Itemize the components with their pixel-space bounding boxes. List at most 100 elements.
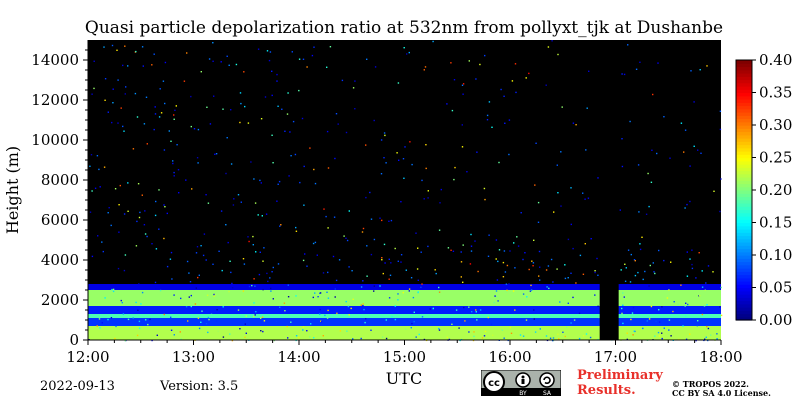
noise-point [230, 163, 233, 165]
noise-point [348, 266, 350, 268]
noise-point [284, 310, 286, 312]
colorbar-segment [736, 95, 752, 100]
noise-point [452, 250, 455, 252]
noise-point [112, 290, 115, 293]
noise-point [514, 267, 516, 269]
noise-point [637, 164, 640, 166]
noise-point [172, 162, 174, 165]
noise-point [630, 253, 632, 256]
colorbar-segment [736, 170, 752, 175]
noise-point [627, 249, 630, 251]
noise-point [471, 311, 473, 313]
noise-point [262, 260, 264, 262]
noise-point [693, 145, 695, 147]
noise-point [720, 314, 723, 317]
noise-point [464, 320, 466, 322]
noise-point [373, 290, 375, 292]
noise-point [163, 149, 166, 151]
noise-point [138, 320, 141, 323]
noise-point [97, 235, 99, 237]
noise-point [504, 122, 506, 124]
noise-point [652, 262, 654, 264]
noise-point [557, 53, 559, 56]
colorbar-segment [736, 281, 752, 285]
noise-point [222, 108, 224, 110]
noise-point [237, 309, 240, 311]
noise-point [699, 295, 701, 297]
noise-point [96, 155, 99, 157]
noise-point [691, 249, 693, 251]
noise-point [102, 250, 104, 253]
colorbar-segment [736, 258, 752, 263]
noise-point [295, 230, 298, 232]
noise-point [524, 252, 526, 254]
noise-point [495, 290, 498, 292]
x-tick-label: 15:00 [383, 348, 426, 366]
noise-point [220, 61, 222, 63]
noise-point [390, 262, 392, 264]
noise-point [315, 334, 317, 337]
noise-point [110, 224, 112, 227]
noise-point [447, 247, 450, 249]
noise-point [416, 268, 419, 270]
footer-date: 2022-09-13 [40, 379, 115, 394]
noise-point [346, 239, 349, 242]
colorbar-segment [736, 76, 752, 81]
noise-point [101, 322, 103, 324]
noise-point [111, 121, 113, 124]
colorbar-segment [736, 99, 752, 103]
colorbar-segment [736, 125, 752, 129]
noise-point [229, 333, 231, 335]
noise-point [190, 294, 192, 297]
colorbar-segment [736, 316, 752, 321]
noise-point [546, 286, 548, 288]
noise-point [262, 288, 264, 291]
noise-point [561, 106, 563, 108]
colorbar-segment [736, 79, 752, 84]
noise-point [588, 70, 590, 72]
noise-point [299, 181, 301, 184]
y-tick-label: 0 [69, 331, 79, 349]
noise-point [712, 271, 714, 273]
noise-point [558, 338, 560, 340]
noise-point [302, 58, 305, 60]
colorbar-segment [736, 121, 752, 126]
noise-point [163, 313, 165, 316]
noise-point [194, 303, 197, 305]
noise-point [474, 240, 476, 242]
noise-point [228, 64, 230, 66]
noise-point [710, 334, 712, 336]
noise-point [639, 248, 642, 251]
noise-point [417, 247, 419, 249]
copyright-line-2: CC BY SA 4.0 License. [672, 388, 771, 398]
noise-point [361, 231, 364, 233]
noise-point [525, 319, 528, 321]
noise-point [173, 114, 175, 116]
noise-point [366, 245, 368, 247]
colorbar-segment [736, 128, 752, 133]
noise-point [594, 294, 596, 296]
noise-point [336, 312, 338, 314]
noise-point [385, 162, 387, 164]
noise-point [260, 330, 262, 332]
noise-point [397, 260, 399, 262]
noise-point [339, 330, 342, 332]
noise-point [622, 292, 624, 294]
noise-point [635, 68, 638, 70]
noise-point [381, 336, 384, 338]
noise-point [400, 201, 402, 203]
noise-point [520, 212, 522, 214]
noise-point [272, 298, 274, 300]
noise-point [127, 210, 129, 212]
noise-point [623, 73, 626, 76]
noise-point [127, 318, 130, 321]
noise-point [258, 273, 261, 276]
noise-point [661, 337, 663, 340]
noise-point [468, 331, 470, 333]
noise-point [244, 105, 246, 108]
noise-point [620, 269, 622, 271]
noise-point [461, 84, 464, 86]
noise-point [458, 327, 460, 329]
noise-point [247, 236, 249, 238]
noise-point [483, 335, 486, 337]
